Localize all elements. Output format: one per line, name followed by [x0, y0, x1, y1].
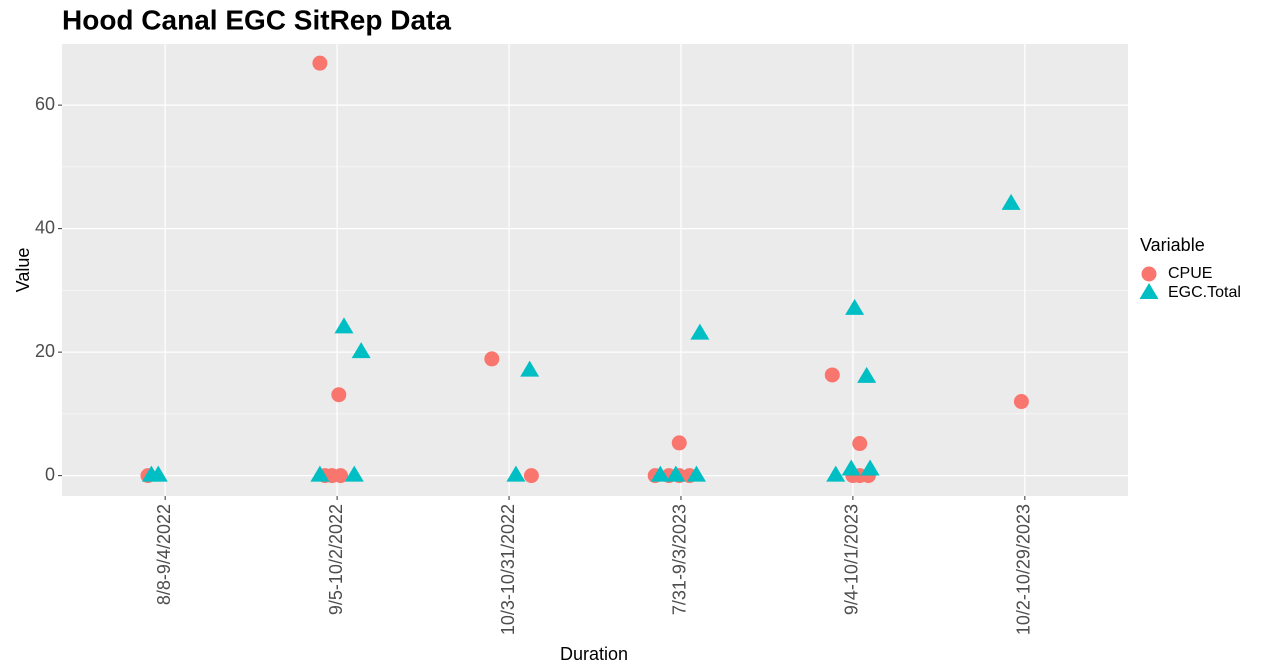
point [312, 55, 328, 71]
legend-title: Variable [1140, 235, 1205, 255]
y-tick-label: 60 [35, 94, 55, 114]
legend-label: EGC.Total [1168, 284, 1241, 301]
x-tick-label: 8/8-9/4/2022 [154, 504, 174, 605]
legend-marker [1141, 266, 1157, 282]
x-tick-label: 7/31-9/3/2023 [670, 504, 690, 615]
legend-label: CPUE [1168, 265, 1212, 282]
point [666, 465, 686, 482]
point [344, 465, 364, 482]
point [331, 387, 347, 403]
x-tick-label: 10/3-10/31/2022 [498, 504, 518, 635]
point [506, 465, 526, 482]
chart-title: Hood Canal EGC SitRep Data [62, 4, 451, 35]
point [520, 360, 540, 377]
y-tick-label: 40 [35, 217, 55, 237]
point [686, 465, 706, 482]
point [310, 465, 330, 482]
point [334, 317, 354, 334]
point [650, 465, 670, 482]
legend-marker [1139, 283, 1159, 299]
point [333, 468, 349, 484]
point [148, 465, 168, 482]
point [857, 366, 877, 383]
point [824, 367, 840, 383]
point [671, 435, 687, 451]
x-tick-label: 10/2-10/29/2023 [1014, 504, 1034, 635]
point [1001, 193, 1021, 210]
point [523, 468, 539, 484]
x-axis-label: Duration [560, 644, 628, 664]
point [351, 342, 371, 359]
x-tick-label: 9/4-10/1/2023 [842, 504, 862, 615]
plot-panel [62, 44, 1128, 496]
y-tick-label: 20 [35, 341, 55, 361]
point [1013, 394, 1029, 410]
point [826, 465, 846, 482]
y-tick-label: 0 [45, 464, 55, 484]
point [852, 436, 868, 452]
point [484, 351, 500, 367]
point [690, 323, 710, 340]
point [845, 298, 865, 315]
point [841, 459, 861, 476]
x-tick-label: 9/5-10/2/2022 [326, 504, 346, 615]
y-axis-label: Value [13, 248, 33, 293]
point [860, 459, 880, 476]
